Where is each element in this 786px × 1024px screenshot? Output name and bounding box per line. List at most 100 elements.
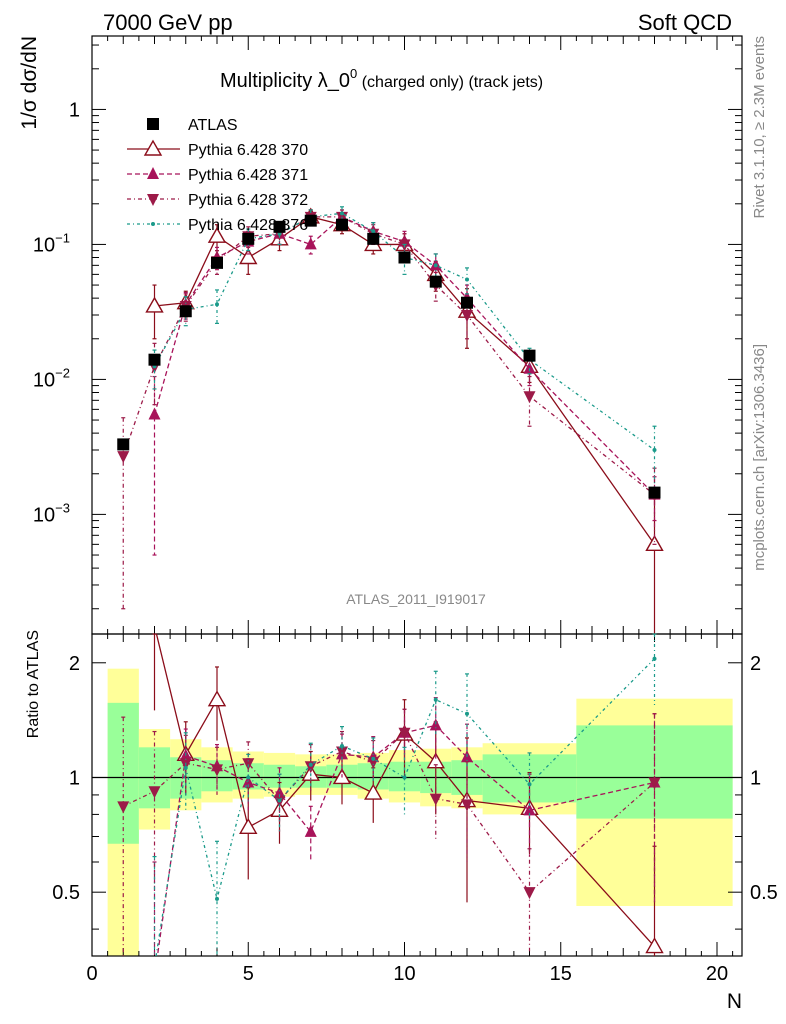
ratio-point [645,937,664,954]
atlas-point [648,486,661,499]
bottom-y-axis-title: Ratio to ATLAS [25,630,42,738]
ratio-point [461,799,473,812]
atlas-point [117,438,130,451]
legend-marker [151,222,155,226]
data-point [215,302,219,307]
ratio-point [433,697,438,702]
plot-title-main: Multiplicity λ_0 [220,70,350,92]
analysis-watermark: ATLAS_2011_I919017 [346,591,486,607]
legend-label: Pythia 6.428 372 [188,192,308,209]
ratio-point [465,711,469,716]
data-point [523,361,536,374]
data-point [371,229,376,234]
data-point [145,296,164,313]
ratio-point [398,727,411,740]
process-label: Soft QCD [638,10,732,35]
ratio-point [148,786,161,799]
top-y-tick-label: 10−3 [33,500,70,526]
bottom-y-tick-label-right: 2 [750,653,761,675]
legend-label: Pythia 6.428 376 [188,217,308,234]
ratio-point [340,743,344,748]
x-tick-label: 0 [86,963,97,985]
ratio-point [207,690,227,707]
legend-label: Pythia 6.428 370 [188,142,308,159]
ratio-point [308,762,313,767]
bottom-y-tick-label-left: 0.5 [52,882,80,904]
ratio-point [336,746,348,759]
data-point [148,407,161,420]
atlas-point [398,251,411,264]
x-tick-label: 15 [550,963,572,985]
data-point [645,534,664,552]
plot-title: Multiplicity λ_00 (charged only) (track … [220,66,543,92]
plot-title-sup: 0 [350,66,357,81]
ratio-point [648,777,661,790]
ratio-point [367,756,380,769]
ratio-point [429,793,442,806]
ratio-point [211,764,223,777]
x-tick-label: 5 [243,963,254,985]
x-tick-label: 10 [393,963,415,985]
ratio-point [239,817,258,835]
ratio-point [527,782,532,787]
atlas-point [273,220,286,233]
atlas-point [242,232,255,245]
series-4 [152,206,657,956]
ratio-point [652,656,657,661]
axis-ticks: 0 5 10 15 20 10−3 10−2 10−1 1 0.5 0.5 1 1 2 2 [33,36,778,985]
x-axis-title: N [727,990,742,1013]
atlas-point [336,218,348,231]
atlas-point [211,256,223,269]
beam-label: 7000 GeV pp [103,10,233,35]
uncertainty-bands [107,668,733,956]
data-point [523,391,536,404]
data-point [340,211,344,216]
atlas-point [461,296,473,309]
top-y-axis-title: 1/σ dσ/dN [18,36,41,130]
legend-marker [147,194,159,206]
ratio-point [304,761,317,774]
ratio-point [371,756,376,761]
legend-marker [143,139,163,156]
ratio-point [242,775,255,788]
data-point [433,263,438,268]
data-point [304,237,317,250]
rivet-version-label: Rivet 3.1.10, ≥ 2.3M events [751,36,768,219]
top-y-tick-label: 1 [69,99,80,121]
atlas-point [367,232,380,245]
atlas-point [429,275,442,288]
ratio-point [183,765,188,770]
series-layer [117,206,664,956]
legend-label: ATLAS [188,117,238,134]
atlas-point [179,305,192,318]
top-y-tick-label: 10−1 [33,230,70,256]
ratio-point [523,887,536,900]
data-point [461,310,473,323]
atlas-point [304,214,317,227]
legend: ATLAS Pythia 6.428 370 Pythia 6.428 371 Pyt… [127,117,308,234]
series-line [122,216,655,496]
legend-label: Pythia 6.428 371 [188,167,308,184]
ratio-point [273,786,286,799]
data-point [239,248,258,265]
legend-marker [147,118,159,130]
atlas-point [523,349,536,362]
top-y-tick-label: 10−2 [33,365,70,391]
data-point [207,226,227,243]
ratio-point [304,824,317,837]
bottom-y-tick-label-left: 2 [69,653,80,675]
bottom-y-tick-label-right: 0.5 [750,882,778,904]
ratio-point [364,783,383,800]
data-point [117,451,130,464]
series-atlas [117,214,661,499]
ratio-point [242,758,255,771]
data-point [465,277,469,282]
mcplots-source-label: mcplots.cern.ch [arXiv:1306.3436] [751,344,768,571]
ratio-point [429,718,442,731]
x-tick-label: 20 [706,963,728,985]
plot-title-tail: (charged only) (track jets) [357,74,543,91]
ratio-point [215,896,219,901]
ratio-point [117,801,130,814]
ratio-point [246,775,251,780]
